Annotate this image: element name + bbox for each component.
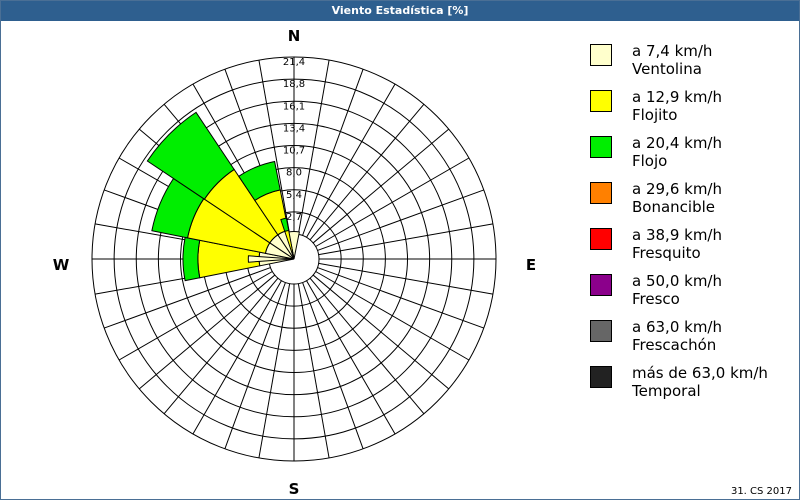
legend-name: Frescachón (632, 336, 717, 354)
grid-spoke (163, 277, 279, 415)
ring-label: 21,4 (283, 57, 305, 68)
legend-label: a 7,4 km/h Ventolina (632, 42, 712, 78)
grid-spoke (317, 267, 484, 329)
grid-spoke (318, 262, 494, 295)
legend-item: a 38,9 km/h Fresquito (590, 224, 790, 270)
legend-swatch (590, 136, 612, 158)
sector-narrow-w (247, 255, 295, 263)
legend-item: a 63,0 km/h Frescachón (590, 316, 790, 362)
legend-name: Ventolina (632, 60, 702, 78)
ring-label: 5,4 (286, 190, 302, 201)
grid-spoke (312, 128, 450, 244)
legend-label: más de 63,0 km/h Temporal (632, 364, 768, 400)
grid-spoke (118, 271, 273, 361)
grid-spoke (138, 274, 276, 390)
grid-spoke (318, 223, 494, 256)
grid-spoke (315, 157, 470, 247)
compass-e: E (526, 256, 536, 274)
ring-label: 13,4 (283, 123, 305, 134)
ring-label: 18,8 (283, 79, 305, 90)
grid-spoke (302, 69, 364, 236)
compass-w: W (53, 256, 70, 274)
grid-spoke (104, 267, 271, 329)
legend-item: a 50,0 km/h Fresco (590, 270, 790, 316)
legend-swatch (590, 320, 612, 342)
compass-s: S (289, 480, 300, 498)
legend-range: a 20,4 km/h (632, 134, 722, 152)
grid-spoke (302, 282, 364, 449)
legend-swatch (590, 366, 612, 388)
legend-item: a 20,4 km/h Flojo (590, 132, 790, 178)
sector-nw-flojo (146, 111, 235, 200)
legend-range: a 63,0 km/h (632, 318, 722, 336)
grid-spoke (297, 283, 330, 459)
grid-spoke (312, 274, 450, 390)
grid-spoke (224, 282, 286, 449)
legend-name: Flojo (632, 152, 668, 170)
compass-n: N (288, 27, 301, 45)
legend-name: Bonancible (632, 198, 716, 216)
grid-spoke (297, 59, 330, 235)
legend-item: a 12,9 km/h Flojito (590, 86, 790, 132)
sector-w-flojo (182, 236, 201, 282)
legend-swatch (590, 44, 612, 66)
window-title: Viento Estadística [%] (1, 1, 799, 21)
sector-nnw-flojo (238, 160, 281, 202)
ring-label: 10,7 (283, 146, 305, 157)
grid-spoke (258, 283, 291, 459)
legend-swatch (590, 274, 612, 296)
footer-label: 31. CS 2017 (730, 486, 792, 497)
legend-item: más de 63,0 km/h Temporal (590, 362, 790, 408)
legend-name: Fresco (632, 290, 680, 308)
grid-spoke (315, 271, 470, 361)
ring-label: 16,1 (283, 101, 305, 112)
grid-spoke (317, 189, 484, 251)
legend-label: a 50,0 km/h Fresco (632, 272, 722, 308)
legend-swatch (590, 228, 612, 250)
legend-range: a 38,9 km/h (632, 226, 722, 244)
legend-swatch (590, 182, 612, 204)
legend: a 7,4 km/h Ventolina a 12,9 km/h Flojito a 2… (590, 40, 790, 408)
legend-name: Fresquito (632, 244, 701, 262)
grid-spoke (309, 277, 425, 415)
ring-label: 8,0 (286, 168, 302, 179)
grid-spoke (309, 103, 425, 241)
ring-label: 2,7 (286, 212, 302, 223)
legend-label: a 12,9 km/h Flojito (632, 88, 722, 124)
legend-item: a 7,4 km/h Ventolina (590, 40, 790, 86)
legend-range: más de 63,0 km/h (632, 364, 768, 382)
legend-range: a 12,9 km/h (632, 88, 722, 106)
legend-name: Flojito (632, 106, 678, 124)
legend-range: a 7,4 km/h (632, 42, 713, 60)
legend-swatch (590, 90, 612, 112)
legend-label: a 63,0 km/h Frescachón (632, 318, 722, 354)
legend-label: a 29,6 km/h Bonancible (632, 180, 722, 216)
grid-spoke (306, 280, 396, 435)
grid-spoke (258, 59, 291, 235)
legend-range: a 29,6 km/h (632, 180, 722, 198)
grid-spoke (306, 83, 396, 238)
legend-label: a 20,4 km/h Flojo (632, 134, 722, 170)
grid-spoke (192, 280, 282, 435)
legend-item: a 29,6 km/h Bonancible (590, 178, 790, 224)
legend-name: Temporal (632, 382, 701, 400)
sector-narrow-nnw (280, 217, 290, 233)
legend-label: a 38,9 km/h Fresquito (632, 226, 722, 262)
legend-range: a 50,0 km/h (632, 272, 722, 290)
